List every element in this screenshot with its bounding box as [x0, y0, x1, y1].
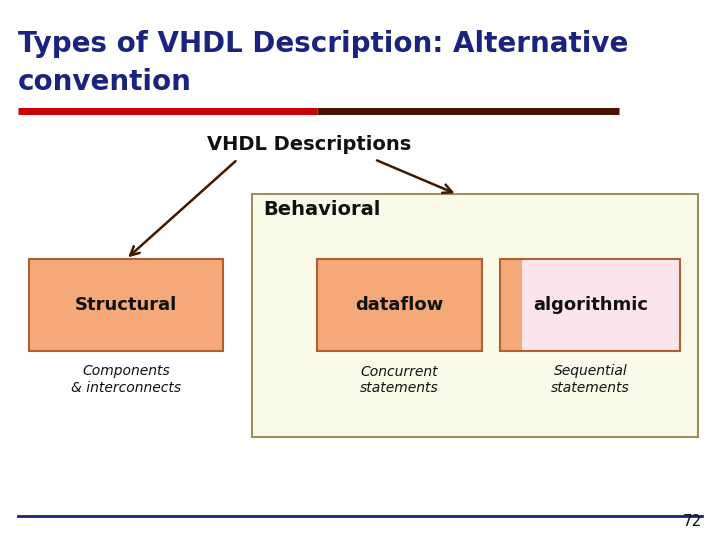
Text: Structural: Structural	[75, 296, 177, 314]
FancyBboxPatch shape	[522, 259, 680, 351]
FancyBboxPatch shape	[252, 194, 698, 437]
Text: Behavioral: Behavioral	[263, 200, 380, 219]
Text: convention: convention	[18, 68, 192, 96]
Text: Components
& interconnects: Components & interconnects	[71, 364, 181, 395]
FancyBboxPatch shape	[317, 259, 482, 351]
Text: VHDL Descriptions: VHDL Descriptions	[207, 135, 412, 154]
Text: Types of VHDL Description: Alternative: Types of VHDL Description: Alternative	[18, 30, 629, 58]
Text: 72: 72	[683, 514, 702, 529]
Text: Concurrent
statements: Concurrent statements	[360, 364, 439, 395]
FancyBboxPatch shape	[29, 259, 223, 351]
FancyBboxPatch shape	[500, 259, 522, 351]
Text: Sequential
statements: Sequential statements	[551, 364, 630, 395]
Text: dataflow: dataflow	[356, 296, 444, 314]
Text: algorithmic: algorithmic	[533, 296, 648, 314]
